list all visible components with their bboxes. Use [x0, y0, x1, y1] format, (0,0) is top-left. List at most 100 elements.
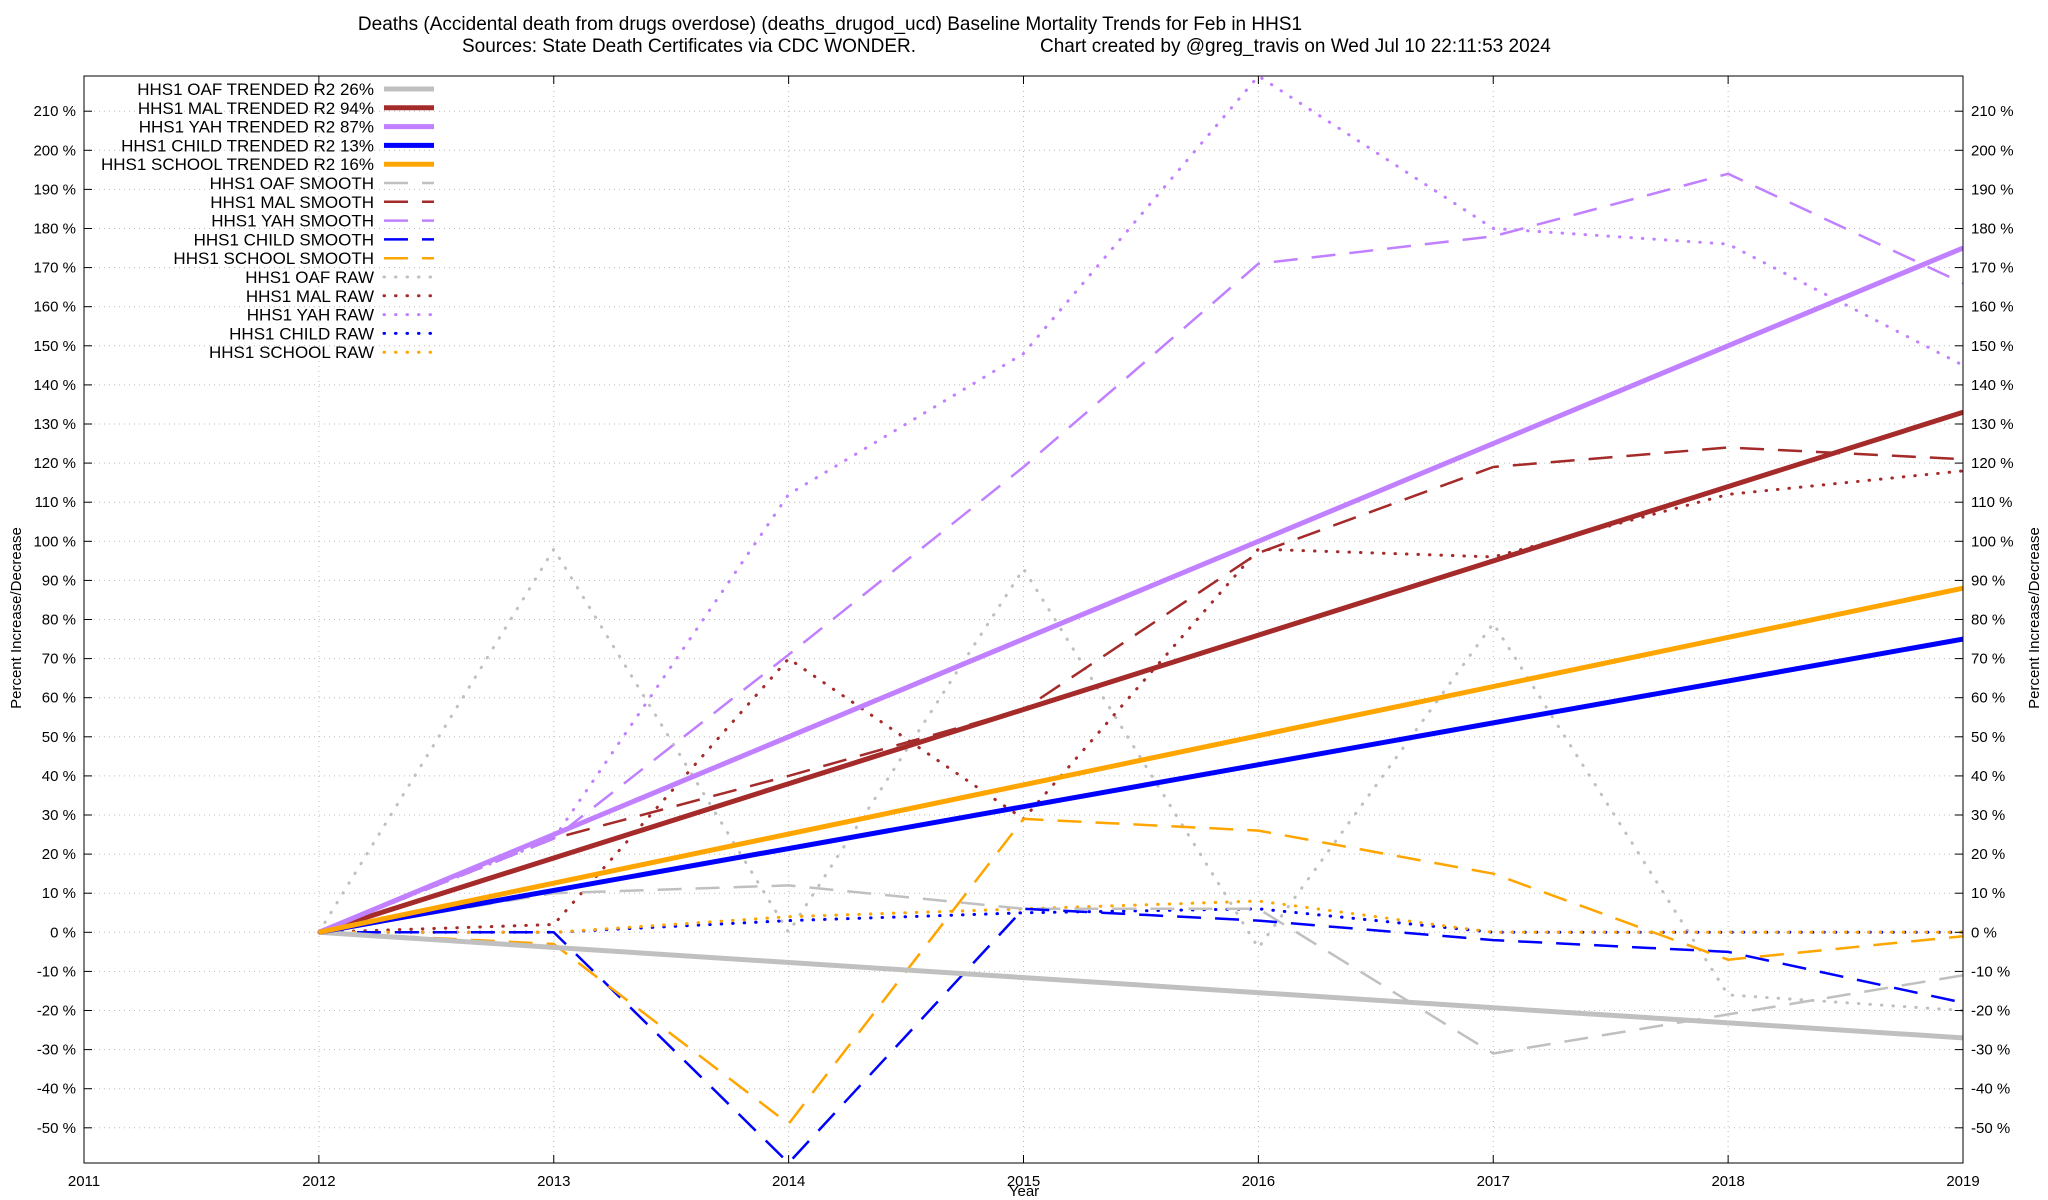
series-line-hhs1-yah-trended-r2-87: [317, 245, 1963, 935]
y-tick-label-right: 70 %: [1971, 651, 2005, 668]
y-tick-label-right: 120 %: [1971, 455, 2014, 472]
x-tick-labels: 2011 2012 2013 2014 2015 2016 2017 2018 2019: [68, 1173, 1980, 1190]
y-tick-label-right: 130 %: [1971, 416, 2014, 433]
y-tick-label: -10 %: [37, 963, 76, 980]
y-tick-labels-left: -50 % -40 % -30 % -20 % -10 % 0 % 10 % 20 % 30 %…: [33, 103, 76, 1137]
y-tick-label: -20 %: [37, 1003, 76, 1020]
x-tick-label: 2019: [1946, 1173, 1979, 1190]
y-tick-label: 10 %: [42, 885, 76, 902]
y-tick-label: 100 %: [33, 533, 76, 550]
y-tick-label-right: 100 %: [1971, 533, 2014, 550]
y-tick-label-right: -50 %: [1971, 1120, 2010, 1137]
y-tick-label: 30 %: [42, 807, 76, 824]
chart-sources: Sources: State Death Certificates via CD…: [462, 36, 916, 57]
y-tick-label-right: 210 %: [1971, 103, 2014, 120]
y-tick-label-right: 150 %: [1971, 338, 2014, 355]
y-tick-label: -30 %: [37, 1042, 76, 1059]
y-tick-label: 190 %: [33, 181, 76, 198]
x-tick-label: 2017: [1477, 1173, 1510, 1190]
y-tick-label-right: -40 %: [1971, 1081, 2010, 1098]
x-tick-label: 2012: [302, 1173, 335, 1190]
y-tick-label: 130 %: [33, 416, 76, 433]
y-tick-label-right: -10 %: [1971, 963, 2010, 980]
y-tick-label-right: -20 %: [1971, 1003, 2010, 1020]
series-line-hhs1-school-smooth: [318, 817, 1963, 1126]
legend-label-hhs1-school-raw: HHS1 SCHOOL RAW: [209, 343, 374, 362]
y-tick-label-right: 140 %: [1971, 377, 2014, 394]
series-line-hhs1-mal-raw: [317, 469, 1963, 934]
y-tick-label: 170 %: [33, 260, 76, 277]
y-tick-label-right: 0 %: [1971, 924, 1997, 941]
legend-label-hhs1-oaf-smooth: HHS1 OAF SMOOTH: [210, 174, 374, 193]
series-line-hhs1-child-smooth: [318, 907, 1963, 1163]
series-line-hhs1-yah-smooth: [318, 172, 1963, 934]
y-tick-label: 90 %: [42, 572, 76, 589]
legend-label-hhs1-school-trended-r2-16: HHS1 SCHOOL TRENDED R2 16%: [101, 155, 374, 174]
series-line-hhs1-school-trended-r2-16: [318, 585, 1963, 935]
y-tick-label: 0 %: [50, 924, 76, 941]
y-tick-label-right: 30 %: [1971, 807, 2005, 824]
x-tick-label: 2015: [1007, 1173, 1040, 1190]
y-axis-label-left: Percent Increase/Decrease: [8, 527, 25, 709]
x-tick-label: 2013: [537, 1173, 570, 1190]
legend-label-hhs1-yah-raw: HHS1 YAH RAW: [247, 306, 374, 325]
y-tick-label-right: 160 %: [1971, 299, 2014, 316]
series-layer: [317, 76, 1963, 1163]
series-line-hhs1-mal-trended-r2-94: [318, 409, 1963, 935]
y-tick-label: 20 %: [42, 846, 76, 863]
legend-label-hhs1-mal-smooth: HHS1 MAL SMOOTH: [210, 193, 374, 212]
legend-label-hhs1-mal-raw: HHS1 MAL RAW: [246, 287, 374, 306]
legend-label-hhs1-oaf-trended-r2-26: HHS1 OAF TRENDED R2 26%: [137, 80, 374, 99]
x-tick-label: 2016: [1242, 1173, 1275, 1190]
y-tick-label: 180 %: [33, 220, 76, 237]
y-tick-label-right: 110 %: [1971, 494, 2012, 511]
tick-layer: [83, 76, 1964, 1163]
legend-label-hhs1-oaf-raw: HHS1 OAF RAW: [245, 268, 374, 287]
series-line-hhs1-child-trended-r2-13: [318, 636, 1963, 935]
x-tick-label: 2018: [1711, 1173, 1744, 1190]
y-tick-label: 70 %: [42, 651, 76, 668]
series-line-hhs1-mal-smooth: [318, 446, 1963, 934]
series-clip-group: [317, 76, 1963, 1163]
y-tick-label: 150 %: [33, 338, 76, 355]
y-tick-label: 140 %: [33, 377, 76, 394]
y-tick-label-right: 190 %: [1971, 181, 2014, 198]
y-tick-label: 50 %: [42, 729, 76, 746]
x-tick-label: 2011: [68, 1173, 100, 1190]
legend-label-hhs1-yah-trended-r2-87: HHS1 YAH TRENDED R2 87%: [139, 118, 374, 137]
y-axis-label-right: Percent Increase/Decrease: [2026, 527, 2043, 709]
legend-label-hhs1-mal-trended-r2-94: HHS1 MAL TRENDED R2 94%: [138, 99, 374, 118]
legend-label-hhs1-child-smooth: HHS1 CHILD SMOOTH: [194, 230, 374, 249]
y-tick-label-right: 50 %: [1971, 729, 2005, 746]
y-tick-label: 110 %: [35, 494, 76, 511]
y-tick-label-right: 10 %: [1971, 885, 2005, 902]
x-axis-label: Year: [1009, 1183, 1039, 1200]
chart-title-group: Deaths (Accidental death from drugs over…: [358, 14, 1551, 57]
y-tick-label-right: 60 %: [1971, 690, 2005, 707]
legend-label-hhs1-school-smooth: HHS1 SCHOOL SMOOTH: [173, 249, 374, 268]
y-tick-label: -40 %: [37, 1081, 76, 1098]
y-tick-label-right: 80 %: [1971, 612, 2005, 629]
y-tick-label-right: 180 %: [1971, 220, 2014, 237]
y-tick-label: 60 %: [42, 690, 76, 707]
legend-label-hhs1-child-raw: HHS1 CHILD RAW: [229, 324, 374, 343]
series-line-hhs1-oaf-trended-r2-26: [318, 929, 1963, 1041]
legend-label-hhs1-child-trended-r2-13: HHS1 CHILD TRENDED R2 13%: [121, 136, 374, 155]
y-tick-label-right: 20 %: [1971, 846, 2005, 863]
y-tick-label-right: -30 %: [1971, 1042, 2010, 1059]
y-tick-label: 120 %: [33, 455, 76, 472]
y-tick-label-right: 200 %: [1971, 142, 2014, 159]
chart-credit: Chart created by @greg_travis on Wed Jul…: [1040, 36, 1551, 57]
y-tick-label: 210 %: [33, 103, 76, 120]
y-tick-label-right: 40 %: [1971, 768, 2005, 785]
legend: HHS1 OAF TRENDED R2 26%HHS1 MAL TRENDED …: [101, 80, 436, 362]
y-tick-label: -50 %: [37, 1120, 76, 1137]
y-tick-label-right: 90 %: [1971, 572, 2005, 589]
series-line-hhs1-oaf-raw: [317, 547, 1963, 1012]
y-tick-labels-right: -50 % -40 % -30 % -20 % -10 % 0 % 10 % 20 % 30 %…: [1971, 103, 2014, 1137]
y-tick-label-right: 170 %: [1971, 260, 2014, 277]
chart-title: Deaths (Accidental death from drugs over…: [358, 14, 1302, 35]
y-tick-label: 200 %: [33, 142, 76, 159]
